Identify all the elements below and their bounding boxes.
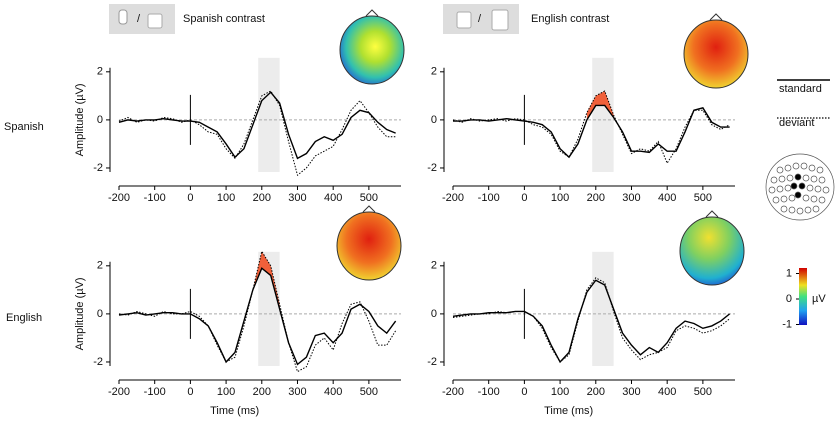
analysis-window <box>592 251 614 366</box>
erp-line <box>118 267 397 366</box>
x-tick-label: 300 <box>288 386 306 398</box>
topomap <box>683 13 749 89</box>
legend-label: deviant <box>779 117 814 129</box>
separator: / <box>478 13 482 25</box>
colorbar-label: µV <box>812 293 826 305</box>
y-tick-label: 0 <box>431 308 437 320</box>
difference-fill <box>252 251 280 310</box>
x-tick-label: 200 <box>587 386 605 398</box>
x-tick-label: 300 <box>622 192 640 204</box>
erp-line <box>453 104 730 159</box>
row-label: English <box>6 312 42 324</box>
x-tick-label: 400 <box>324 192 342 204</box>
y-axis-label: Amplitude (µV) <box>74 83 86 156</box>
mug-icon <box>491 9 509 31</box>
x-tick-label: 0 <box>521 192 527 204</box>
x-tick-label: -200 <box>108 192 130 204</box>
x-tick-label: 400 <box>658 386 676 398</box>
x-tick-label: -100 <box>144 192 166 204</box>
x-tick-label: 500 <box>360 192 378 204</box>
cup-icon <box>456 11 472 29</box>
erp-line <box>118 90 396 177</box>
x-tick-label: -100 <box>144 386 166 398</box>
x-tick-label: 100 <box>217 386 235 398</box>
y-tick-label: 0 <box>97 114 103 126</box>
x-tick-label: 500 <box>694 192 712 204</box>
y-tick-label: 2 <box>431 66 437 78</box>
cup-icon <box>147 13 163 29</box>
x-tick-label: -200 <box>442 192 464 204</box>
x-tick-label: 0 <box>521 386 527 398</box>
x-tick-label: 100 <box>551 192 569 204</box>
x-tick-label: -200 <box>108 386 130 398</box>
y-tick-label: 0 <box>97 308 103 320</box>
y-tick-label: 2 <box>97 66 103 78</box>
x-tick-label: -100 <box>478 192 500 204</box>
erp-line <box>452 279 731 364</box>
analysis-window <box>258 57 280 172</box>
electrode-map <box>765 153 835 221</box>
topomap <box>336 205 402 281</box>
x-axis-label: Time (ms) <box>210 405 259 417</box>
x-tick-label: 500 <box>694 386 712 398</box>
y-tick-label: -2 <box>427 356 437 368</box>
x-axis-label: Time (ms) <box>544 405 593 417</box>
x-tick-label: 200 <box>253 386 271 398</box>
y-tick-label: 2 <box>97 260 103 272</box>
column-title: Spanish contrast <box>183 13 265 25</box>
x-tick-label: 500 <box>360 386 378 398</box>
x-tick-label: 100 <box>217 192 235 204</box>
erp-line <box>452 277 730 363</box>
x-tick-label: 400 <box>658 192 676 204</box>
erp-line <box>452 90 730 165</box>
erp-line <box>118 250 397 373</box>
x-tick-label: 200 <box>253 192 271 204</box>
y-tick-label: -2 <box>427 162 437 174</box>
erp-line <box>118 91 396 160</box>
y-tick-label: -2 <box>93 162 103 174</box>
colorbar-tick-label: 1 <box>786 267 792 279</box>
x-tick-label: 0 <box>187 192 193 204</box>
column-title: English contrast <box>531 13 609 25</box>
x-tick-label: 300 <box>288 192 306 204</box>
colorbar <box>799 268 807 325</box>
legend-label: standard <box>779 83 822 95</box>
topomap <box>339 9 405 85</box>
y-tick-label: 2 <box>431 260 437 272</box>
x-tick-label: -200 <box>442 386 464 398</box>
x-tick-label: 200 <box>587 192 605 204</box>
y-tick-label: 0 <box>431 114 437 126</box>
x-tick-label: 300 <box>622 386 640 398</box>
y-tick-label: -2 <box>93 356 103 368</box>
x-tick-label: 400 <box>324 386 342 398</box>
separator: / <box>137 13 141 25</box>
x-tick-label: -100 <box>478 386 500 398</box>
colorbar-tick-label: -1 <box>782 318 792 330</box>
row-label: Spanish <box>4 121 44 133</box>
x-tick-label: 100 <box>551 386 569 398</box>
glass-icon <box>118 9 128 25</box>
topomap <box>679 210 745 286</box>
analysis-window <box>592 57 614 172</box>
colorbar-tick-label: 0 <box>786 293 792 305</box>
x-tick-label: 0 <box>187 386 193 398</box>
y-axis-label: Amplitude (µV) <box>74 277 86 350</box>
